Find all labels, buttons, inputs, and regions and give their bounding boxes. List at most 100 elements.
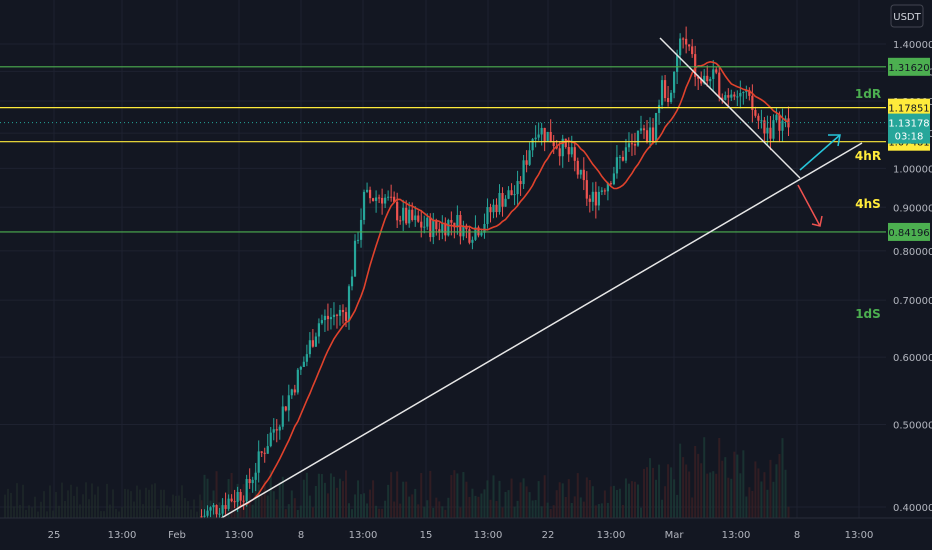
volume-bar <box>281 476 284 518</box>
candle-body <box>278 426 281 431</box>
candle-body <box>495 204 498 213</box>
candle-body <box>206 510 209 516</box>
volume-bar <box>290 490 293 518</box>
volume-bar <box>679 443 682 518</box>
x-tick-label: 8 <box>794 530 800 541</box>
price-axis[interactable]: 1.400001.300001.200001.100001.000000.900… <box>886 0 932 550</box>
volume-bar <box>308 495 311 518</box>
volume-bar <box>694 445 697 518</box>
candle-body <box>513 194 516 196</box>
candle-body <box>639 128 643 131</box>
candle-body <box>540 127 543 135</box>
candle-body <box>438 229 441 233</box>
volume-bar <box>688 471 691 518</box>
volume-bar <box>772 481 775 518</box>
volume-bar <box>157 509 159 518</box>
x-tick-label: 13:00 <box>108 530 137 541</box>
volume-bar <box>206 478 209 518</box>
candle-body <box>669 92 673 102</box>
candle-body <box>251 479 254 484</box>
volume-bar <box>103 511 105 518</box>
volume-bar <box>534 500 537 518</box>
candle-body <box>414 215 417 220</box>
volume-bar <box>199 494 201 518</box>
candle-body <box>603 190 606 192</box>
volume-bar <box>148 489 150 518</box>
volume-bar <box>320 474 323 518</box>
volume-bar <box>763 472 766 518</box>
candle-body <box>663 80 667 99</box>
time-axis[interactable]: 25 13:00 Feb 13:00 8 13:00 15 13:00 22 13:00 Mar 13… <box>0 517 932 550</box>
candle-body <box>293 389 296 393</box>
volume-bar <box>64 500 66 518</box>
volume-bar <box>561 483 564 518</box>
volume-bar <box>769 459 772 518</box>
candle-body <box>615 157 619 174</box>
volume-bar <box>435 497 438 518</box>
volume-bar <box>558 482 561 518</box>
volume-bar <box>736 454 739 518</box>
candle-body <box>600 190 603 192</box>
candle-body <box>384 197 387 204</box>
price-axis-bg <box>886 0 932 550</box>
candle-body <box>666 98 670 102</box>
candle-body <box>393 196 396 203</box>
candle-body <box>468 229 471 243</box>
volume-bar <box>724 457 727 518</box>
volume-bar <box>691 497 694 518</box>
volume-bar <box>784 469 787 518</box>
candle-body <box>402 207 405 221</box>
volume-bar <box>178 495 180 518</box>
volume-bar <box>543 475 546 518</box>
volume-bar <box>486 480 489 518</box>
volume-bar <box>639 507 642 518</box>
candle-body <box>609 183 612 185</box>
volume-bar <box>127 489 129 518</box>
volume-bar <box>537 481 540 518</box>
y-tick-label: 0.90000 <box>893 203 932 214</box>
volume-bar <box>528 492 531 518</box>
candle-body <box>420 221 423 228</box>
volume-bar <box>579 497 582 518</box>
volume-bar <box>181 485 183 518</box>
volume-bar <box>402 481 405 518</box>
candle-body <box>417 215 420 222</box>
volume-bar <box>646 467 649 518</box>
volume-bar <box>121 506 123 518</box>
volume-bar <box>676 494 679 518</box>
candle-body <box>257 451 260 473</box>
candle-body <box>510 190 513 196</box>
volume-bar <box>450 475 453 518</box>
volume-bar <box>555 490 558 518</box>
volume-bar <box>151 484 153 518</box>
level-label-4hS: 4hS <box>855 197 881 211</box>
volume-bar <box>97 486 99 518</box>
x-tick-label: 13:00 <box>722 530 751 541</box>
volume-bar <box>378 508 381 518</box>
volume-bar <box>323 482 326 518</box>
volume-bar <box>760 481 763 518</box>
candle-countdown: 03:18 <box>895 132 924 143</box>
candle-body <box>344 312 348 321</box>
candle-body <box>311 340 314 347</box>
candle-body <box>215 505 218 515</box>
candle-body <box>269 432 272 447</box>
candle-body <box>444 223 447 236</box>
volume-bar <box>91 483 93 518</box>
volume-bar <box>778 453 781 518</box>
candle-body <box>290 389 293 396</box>
candle-body <box>697 76 700 79</box>
volume-bar <box>739 473 742 518</box>
volume-bar <box>531 500 534 518</box>
volume-bar <box>169 507 171 518</box>
candle-body <box>754 110 757 116</box>
candle-body <box>552 142 555 147</box>
volume-bar <box>405 481 408 518</box>
candle-body <box>209 507 212 511</box>
candle-body <box>374 197 378 201</box>
volume-bar <box>266 495 269 518</box>
candle-body <box>317 323 321 337</box>
candle-body <box>618 156 622 158</box>
candle-body <box>203 515 206 517</box>
